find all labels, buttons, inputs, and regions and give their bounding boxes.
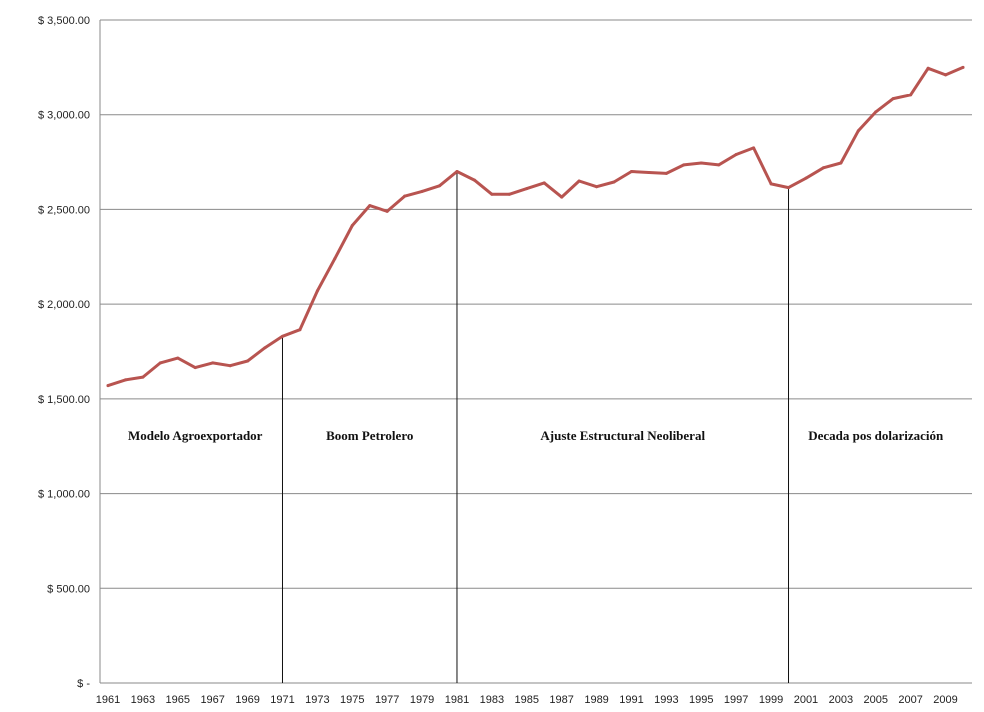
period-label: Boom Petrolero (326, 428, 413, 443)
data-point (228, 364, 232, 368)
data-point (874, 110, 878, 114)
x-tick-label: 1971 (270, 694, 294, 706)
data-point (507, 192, 511, 196)
x-tick-label: 1981 (445, 694, 469, 706)
data-point (333, 257, 337, 261)
period-label: Decada pos dolarización (808, 428, 944, 443)
data-point (472, 178, 476, 182)
x-tick-label: 1977 (375, 694, 399, 706)
data-point (141, 375, 145, 379)
x-tick-label: 1991 (619, 694, 643, 706)
y-tick-label: $ 500.00 (47, 583, 90, 595)
data-point (350, 224, 354, 228)
data-point (176, 356, 180, 360)
data-point (699, 161, 703, 165)
data-point (664, 171, 668, 175)
data-point (106, 384, 110, 388)
period-labels: Modelo Agroexportador Boom Petrolero Ajust… (128, 428, 944, 443)
data-point (769, 182, 773, 186)
data-point (403, 194, 407, 198)
data-point (211, 361, 215, 365)
x-tick-label: 2009 (933, 694, 957, 706)
x-tick-label: 1987 (549, 694, 573, 706)
x-tick-label: 1963 (131, 694, 155, 706)
data-point (158, 361, 162, 365)
data-point (420, 189, 424, 193)
data-point (752, 146, 756, 150)
data-point (961, 65, 965, 69)
y-tick-label: $ 1,500.00 (38, 394, 90, 406)
data-point (385, 209, 389, 213)
data-point (246, 359, 250, 363)
y-tick-label: $ 3,000.00 (38, 110, 90, 122)
x-tick-label: 2007 (898, 694, 922, 706)
x-tick-label: 1973 (305, 694, 329, 706)
x-tick-label: 1975 (340, 694, 364, 706)
y-tick-label: $ 1,000.00 (38, 489, 90, 501)
data-point (612, 180, 616, 184)
data-point (717, 163, 721, 167)
data-point (926, 66, 930, 70)
y-tick-label: $ 2,000.00 (38, 299, 90, 311)
period-label: Modelo Agroexportador (128, 428, 263, 443)
data-point (891, 97, 895, 101)
x-tick-label: 1965 (166, 694, 190, 706)
data-point (629, 170, 633, 174)
data-point (490, 192, 494, 196)
series-layer (106, 65, 965, 388)
data-point (193, 366, 197, 370)
data-point (263, 346, 267, 350)
y-tick-label: $ 3,500.00 (38, 15, 90, 27)
data-point (647, 170, 651, 174)
data-point (734, 152, 738, 156)
x-tick-label: 1961 (96, 694, 120, 706)
data-point (525, 187, 529, 191)
data-point (560, 195, 564, 199)
data-point (280, 334, 284, 338)
x-tick-label: 1969 (235, 694, 259, 706)
data-point (298, 328, 302, 332)
x-tick-label: 1997 (724, 694, 748, 706)
data-point (909, 93, 913, 97)
x-tick-label: 1983 (480, 694, 504, 706)
data-point (821, 166, 825, 170)
data-point (542, 181, 546, 185)
data-point (804, 176, 808, 180)
x-tick-label: 1989 (584, 694, 608, 706)
data-point (315, 289, 319, 293)
data-point (368, 204, 372, 208)
data-point (839, 161, 843, 165)
data-point (856, 129, 860, 133)
period-label: Ajuste Estructural Neoliberal (540, 428, 705, 443)
data-point (682, 163, 686, 167)
x-tick-label: 1993 (654, 694, 678, 706)
data-point (438, 184, 442, 188)
data-point (944, 73, 948, 77)
x-tick-label: 1999 (759, 694, 783, 706)
x-tick-label: 1979 (410, 694, 434, 706)
data-point (123, 378, 127, 382)
x-tick-label: 1967 (200, 694, 224, 706)
y-tick-label: $ 2,500.00 (38, 204, 90, 216)
gridlines (99, 19, 972, 684)
x-axis-ticks: 1961 1963 1965 1967 1969 1971 1973 1975 1977 1979… (96, 694, 958, 706)
y-tick-label: $ - (77, 678, 90, 690)
data-point (595, 185, 599, 189)
x-tick-label: 1995 (689, 694, 713, 706)
x-tick-label: 2001 (794, 694, 818, 706)
data-point (787, 186, 791, 190)
series-line (106, 65, 965, 388)
x-tick-label: 1985 (515, 694, 539, 706)
data-point (577, 179, 581, 183)
period-dividers (281, 171, 790, 683)
x-tick-label: 2005 (864, 694, 888, 706)
x-tick-label: 2003 (829, 694, 853, 706)
data-point (455, 170, 459, 174)
y-axis-ticks: $ - $ 500.00 $ 1,000.00 $ 1,500.00 $ 2,000.0… (38, 15, 90, 690)
